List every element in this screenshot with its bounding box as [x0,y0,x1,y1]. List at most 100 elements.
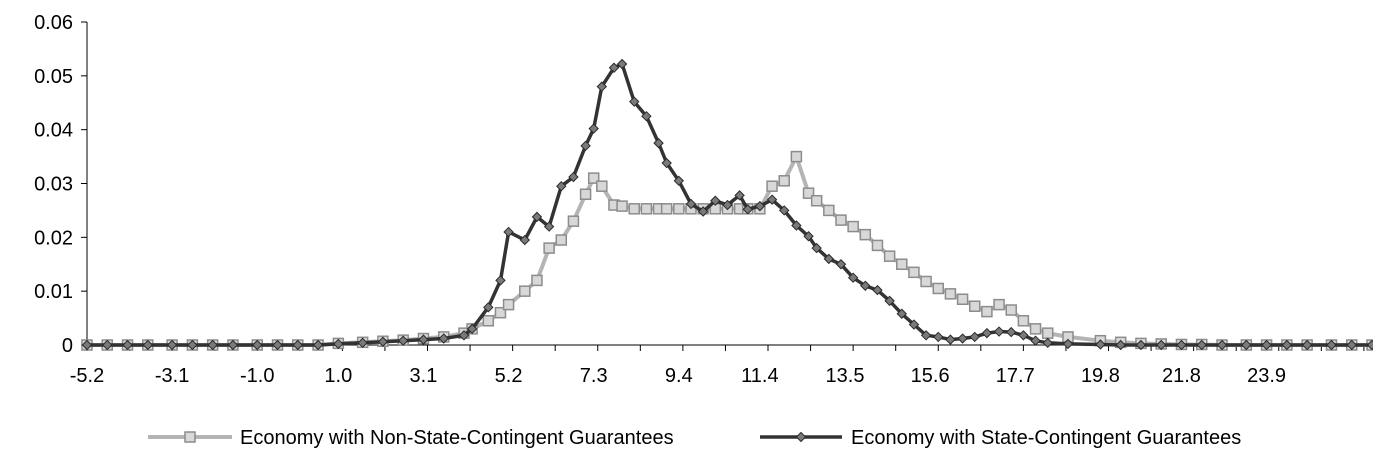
data-point [1281,339,1293,351]
data-point [847,272,859,283]
data-point [333,338,344,350]
data-point [945,334,956,345]
x-tick-label: 13.5 [826,365,865,387]
data-point [568,171,579,183]
data-point [908,319,920,330]
data-point [1006,326,1017,338]
data-point [252,339,263,351]
data-point [802,187,815,199]
data-point [357,337,368,349]
data-point [377,336,389,347]
data-point [859,228,872,241]
data-point [483,302,494,313]
data-point [628,203,640,215]
x-tick-label: 1.0 [324,365,352,387]
data-point [640,203,653,215]
y-tick-label: 0.02 [34,227,73,249]
data-point [933,331,944,343]
data-point [1018,330,1029,341]
data-point [734,190,745,201]
data-point [835,214,847,226]
data-point [502,298,515,311]
data-point [458,330,470,341]
data-point [957,333,968,344]
data-point [531,274,543,287]
data-point [1135,339,1147,351]
y-tick-label: 0.05 [34,66,73,88]
data-point [823,253,835,265]
x-tick-label: -1.0 [240,365,274,387]
y-tick-label: 0.06 [34,12,73,34]
data-point [272,339,283,351]
data-point [823,204,835,217]
data-point [968,300,981,312]
data-point [1301,339,1313,351]
data-point [1095,339,1106,350]
data-point [1062,338,1074,350]
data-point [932,282,945,295]
data-point [629,96,640,107]
data-point [587,172,600,184]
data-point [685,198,697,210]
series-line [87,154,1372,347]
legend-label: Economy with Non-State-Contingent Guaran… [240,427,674,449]
data-point [122,339,133,351]
data-point [1041,327,1054,339]
data-point [543,242,555,254]
data-point [292,339,303,351]
data-point [142,339,154,351]
data-point [872,284,883,296]
data-point [884,295,895,307]
data-point [920,275,932,288]
data-point [641,111,652,122]
data-point [482,315,495,327]
x-tick-label: 21.8 [1162,365,1201,387]
data-point [227,339,239,351]
data-point [920,330,932,341]
x-tick-label: 15.6 [911,365,950,387]
legend: Economy with Non-State-Contingent Guaran… [148,427,1241,449]
x-tick-label: 3.1 [410,365,438,387]
data-point [993,298,1005,311]
data-point [166,339,178,351]
y-tick-label: 0 [62,335,73,357]
data-point [883,250,896,262]
legend-item-non-state-contingent: Economy with Non-State-Contingent Guaran… [148,427,674,449]
data-point [1241,339,1252,351]
data-point [766,180,778,192]
data-point [1366,339,1373,351]
x-tick-label: 11.4 [741,365,778,387]
data-point [944,288,957,300]
data-point [466,323,478,335]
data-point [810,194,823,207]
data-point [660,203,673,215]
data-point [803,231,814,242]
data-point [908,266,920,279]
data-point [1261,339,1272,351]
data-point [531,211,543,223]
x-tick-label: 5.2 [495,365,523,387]
data-point [710,195,721,206]
data-point [543,221,555,232]
x-tick-label: -3.1 [155,365,189,387]
x-tick-label: 19.8 [1081,365,1120,387]
data-point [555,234,568,246]
data-point [207,339,218,351]
legend-marker [184,431,196,443]
data-point [580,140,591,152]
axes [81,21,1372,351]
data-point [766,194,778,205]
data-point [519,285,531,297]
data-point [860,280,871,291]
data-point [616,200,628,212]
x-tick-label: 23.9 [1247,365,1286,387]
data-point [1156,339,1167,351]
data-point [494,306,507,319]
data-point [661,157,672,169]
data-point [1115,339,1126,351]
legend-label: Economy with State-Contingent Guarantees [851,427,1241,449]
data-point [742,204,753,215]
data-point [722,199,733,211]
data-point [556,180,567,192]
